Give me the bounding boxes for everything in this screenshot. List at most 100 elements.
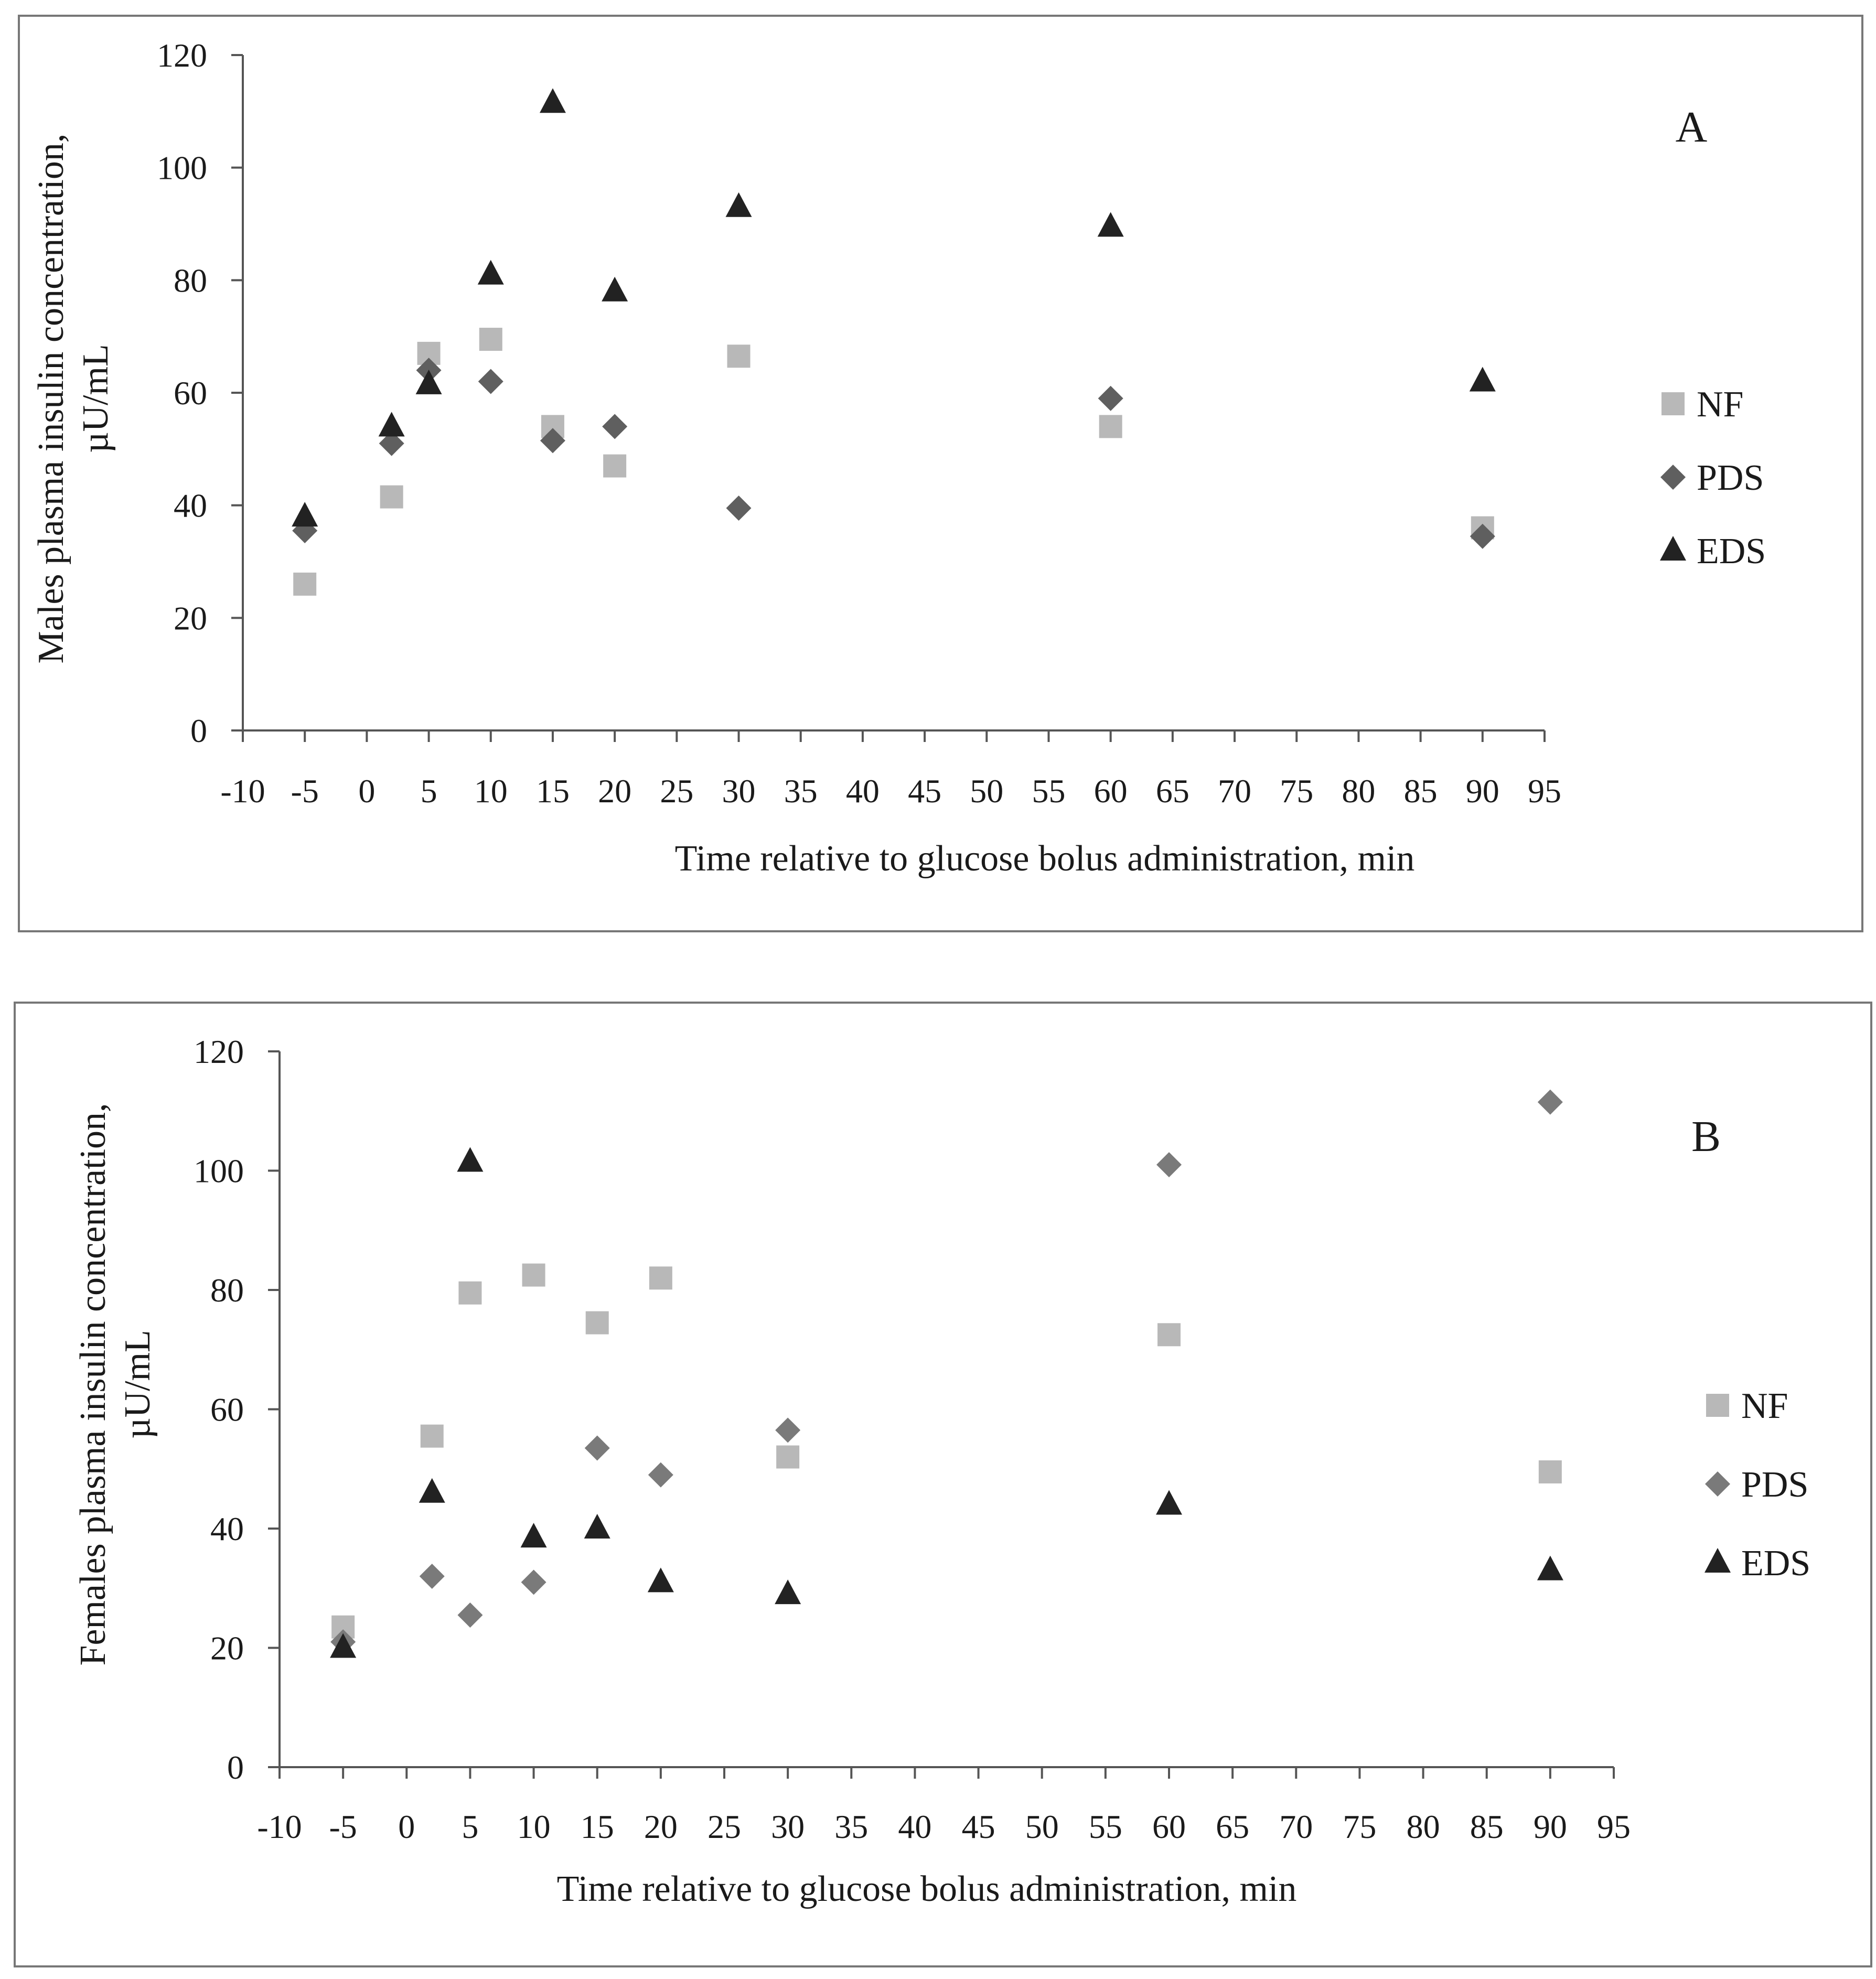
panel-a-point-nf	[603, 454, 627, 478]
panel-a-x-tick-label: 20	[598, 772, 631, 810]
panel-b-point-eds	[330, 1633, 357, 1658]
panel-a-x-tick-label: 50	[970, 772, 1003, 810]
panel-a-legend-label-eds: EDS	[1697, 531, 1766, 572]
panel-a-x-tick-label: 5	[421, 772, 437, 810]
panel-a-x-tick-label: 60	[1094, 772, 1128, 810]
panel-b-x-tick-label: 95	[1597, 1808, 1631, 1845]
panel-b-y-tick-label: 100	[194, 1153, 244, 1190]
panel-b-legend-marker-eds	[1705, 1548, 1731, 1573]
panel-a-point-nf	[293, 572, 317, 596]
panel-a-point-eds	[725, 192, 752, 217]
panel-b-point-nf	[1157, 1323, 1181, 1347]
panel-a-label: A	[1676, 103, 1708, 152]
panel-b-ticks: 0 20 40 60 80 100 120 -10 -5 0 5 10 15 20 25 30 35 40 45 50…	[194, 1033, 1631, 1845]
panel-a-y-tick-label: 100	[157, 149, 207, 187]
panel-a-x-tick-label: 80	[1342, 772, 1375, 810]
panel-b-x-tick-label: -5	[329, 1808, 357, 1845]
panel-b-y-tick-label: 40	[210, 1510, 244, 1547]
panel-b-legend-marker-pds	[1705, 1471, 1730, 1497]
panel-b-point-eds	[457, 1147, 484, 1172]
panel-a-y-tick-label: 0	[190, 712, 207, 749]
panel-a-x-tick-label: 35	[784, 772, 818, 810]
panel-b-x-tick-label: 25	[707, 1808, 741, 1845]
panel-a-point-eds	[1097, 212, 1124, 237]
panel-a-y-tick-label: 40	[174, 487, 207, 524]
panel-a-ticks: 0 20 40 60 80 100 120 -10 -5 0 5 10 15 20 25 30 35 40 45 50…	[157, 37, 1561, 810]
panel-a-y-tick-label: 20	[174, 599, 207, 637]
panel-b-y-tick-label: 120	[194, 1033, 244, 1070]
panel-a-point-pds	[1098, 385, 1123, 411]
panel-b-point-pds	[648, 1462, 673, 1488]
panel-b-x-tick-label: 80	[1407, 1808, 1440, 1845]
panel-a-legend-marker-pds	[1660, 465, 1686, 490]
panel-b-x-tick-label: 70	[1279, 1808, 1313, 1845]
panel-b-point-nf	[420, 1424, 444, 1448]
panel-a-x-tick-label: 15	[536, 772, 570, 810]
panel-a-point-eds	[292, 502, 318, 527]
panel-b-x-tick-label: 90	[1534, 1808, 1567, 1845]
panel-a-points	[292, 88, 1496, 596]
panel-b-x-tick-label: 75	[1343, 1808, 1376, 1845]
panel-b-point-pds	[584, 1435, 610, 1461]
panel-a-point-eds	[415, 369, 442, 394]
panel-a-point-nf	[380, 485, 403, 509]
chart-panel-b: 0 20 40 60 80 100 120 -10 -5 0 5 10 15 20 25 30 35 40 45 50…	[14, 1002, 1872, 1967]
panel-b-point-eds	[419, 1478, 445, 1503]
panel-a-point-eds	[1469, 367, 1496, 392]
panel-b-y-tick-label: 80	[210, 1272, 244, 1309]
panel-a-x-tick-label: 55	[1032, 772, 1065, 810]
panel-a-y-tick-label: 60	[174, 374, 207, 412]
panel-b-axes	[278, 1051, 1614, 1768]
panel-b-points	[330, 1089, 1563, 1658]
panel-b-point-eds	[1537, 1555, 1563, 1580]
panel-a-point-pds	[478, 369, 503, 394]
panel-b-y-tick-label: 20	[210, 1630, 244, 1667]
panel-b-y-axis-title-line1: Females plasma insulin concentration,	[73, 1103, 113, 1665]
panel-a-legend-label-pds: PDS	[1697, 458, 1764, 498]
panel-a-point-nf	[1099, 415, 1122, 438]
panel-a-point-eds	[539, 88, 566, 113]
panel-b-point-nf	[585, 1311, 609, 1335]
panel-b-point-pds	[1537, 1089, 1563, 1115]
panel-b-legend-marker-nf	[1706, 1394, 1729, 1417]
panel-a-point-pds	[540, 428, 565, 454]
panel-b-point-pds	[1156, 1152, 1182, 1178]
panel-b-point-pds	[457, 1602, 483, 1628]
panel-b-legend-label-eds: EDS	[1741, 1543, 1810, 1584]
panel-b-point-eds	[775, 1579, 801, 1605]
panel-b-point-nf	[649, 1266, 672, 1290]
panel-b-point-nf	[458, 1281, 482, 1305]
panel-a-legend: NF PDS EDS	[1660, 384, 1766, 572]
panel-a-x-tick-label: 70	[1218, 772, 1251, 810]
panel-a-point-pds	[726, 496, 752, 521]
panel-b-x-tick-label: 45	[962, 1808, 995, 1845]
panel-b-legend-label-pds: PDS	[1741, 1465, 1808, 1505]
panel-b-x-tick-label: 5	[462, 1808, 478, 1845]
panel-a-point-eds	[378, 412, 405, 437]
panel-a-point-nf	[479, 328, 502, 351]
panel-a-legend-marker-nf	[1661, 392, 1685, 415]
panel-a-x-tick-label: 30	[722, 772, 756, 810]
panel-b-x-axis-title: Time relative to glucose bolus administr…	[557, 1869, 1297, 1909]
panel-a-x-tick-label: 65	[1156, 772, 1189, 810]
panel-b-legend-label-nf: NF	[1741, 1386, 1788, 1426]
panel-b-x-tick-label: 40	[898, 1808, 931, 1845]
panel-b-point-pds	[419, 1564, 445, 1589]
panel-a-y-tick-label: 120	[157, 37, 207, 74]
panel-a-x-tick-label: 40	[846, 772, 880, 810]
panel-a-legend-marker-eds	[1660, 536, 1686, 561]
panel-a-x-tick-label: 75	[1280, 772, 1313, 810]
panel-a-point-pds	[379, 431, 404, 456]
panel-b-x-tick-label: 60	[1152, 1808, 1186, 1845]
panel-b-x-tick-label: 30	[771, 1808, 805, 1845]
panel-b-x-tick-label: 20	[644, 1808, 678, 1845]
panel-b-x-tick-label: 15	[581, 1808, 614, 1845]
panel-a-legend-label-nf: NF	[1697, 384, 1743, 425]
panel-a-x-tick-label: -5	[291, 772, 319, 810]
panel-a-x-tick-label: 45	[908, 772, 941, 810]
panel-a-x-tick-label: 90	[1466, 772, 1499, 810]
panel-b-x-tick-label: 10	[517, 1808, 551, 1845]
panel-a-frame	[18, 15, 1863, 932]
panel-b-point-eds	[520, 1523, 547, 1548]
panel-a-x-axis-title: Time relative to glucose bolus administr…	[675, 838, 1415, 879]
